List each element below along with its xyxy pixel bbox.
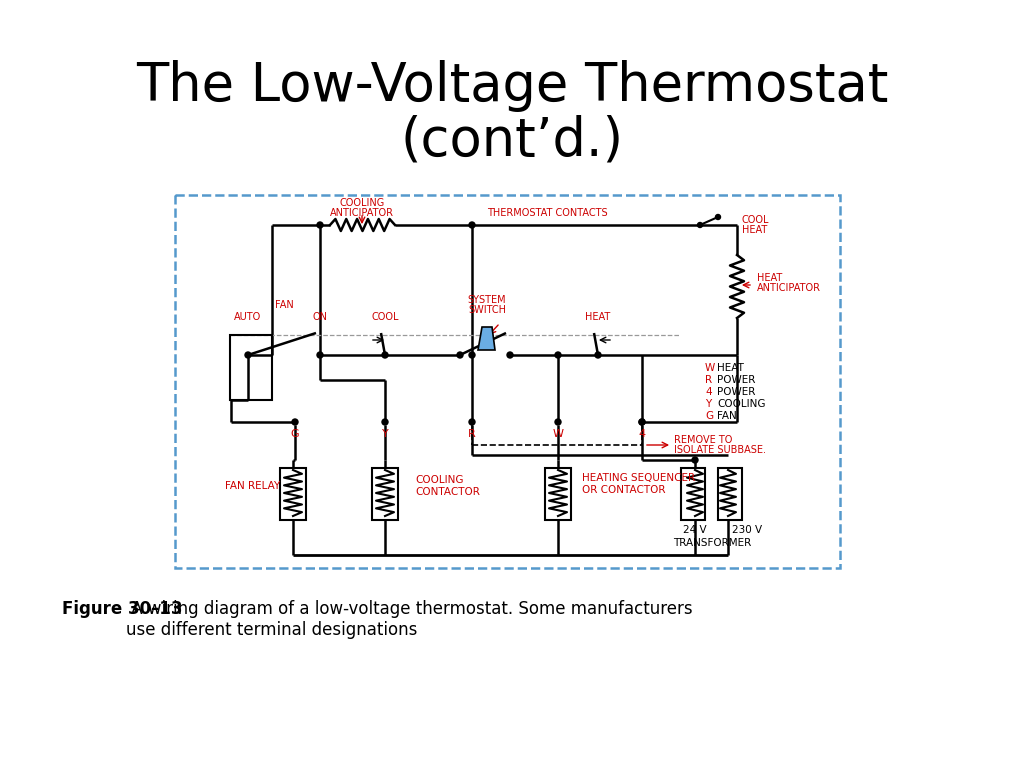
Bar — [230, 335, 272, 400]
Bar — [372, 468, 398, 520]
Text: ON: ON — [312, 312, 328, 322]
Circle shape — [697, 223, 702, 227]
Bar — [175, 195, 840, 568]
Text: FAN: FAN — [717, 411, 736, 421]
Text: COOL: COOL — [372, 312, 398, 322]
Text: R: R — [468, 429, 476, 439]
Text: ANTICIPATOR: ANTICIPATOR — [330, 208, 394, 218]
Text: Y: Y — [382, 429, 388, 439]
Circle shape — [245, 352, 251, 358]
Text: CONTACTOR: CONTACTOR — [415, 487, 480, 497]
Circle shape — [716, 214, 721, 220]
Text: AUTO: AUTO — [234, 312, 261, 322]
Circle shape — [595, 352, 601, 358]
Text: 24 V: 24 V — [683, 525, 707, 535]
Text: 4: 4 — [705, 387, 712, 397]
Bar — [718, 468, 742, 520]
Text: (cont’d.): (cont’d.) — [400, 115, 624, 167]
Text: A wiring diagram of a low-voltage thermostat. Some manufacturers
use different t: A wiring diagram of a low-voltage thermo… — [126, 600, 692, 639]
Text: SWITCH: SWITCH — [468, 305, 506, 315]
Circle shape — [507, 352, 513, 358]
Text: COOL: COOL — [742, 215, 769, 225]
Text: G: G — [291, 429, 299, 439]
Text: W: W — [705, 363, 715, 373]
Text: G: G — [705, 411, 713, 421]
Text: TRANSFORMER: TRANSFORMER — [673, 538, 752, 548]
Text: HEAT: HEAT — [717, 363, 743, 373]
Text: ANTICIPATOR: ANTICIPATOR — [757, 283, 821, 293]
Text: POWER: POWER — [717, 375, 756, 385]
Circle shape — [639, 419, 645, 425]
Text: REMOVE TO: REMOVE TO — [674, 435, 732, 445]
Text: 230 V: 230 V — [732, 525, 762, 535]
Circle shape — [555, 419, 561, 425]
Circle shape — [317, 222, 323, 228]
Circle shape — [469, 222, 475, 228]
Text: W: W — [553, 429, 563, 439]
Circle shape — [457, 352, 463, 358]
Circle shape — [639, 419, 645, 425]
Text: COOLING: COOLING — [717, 399, 766, 409]
Text: COOLING: COOLING — [339, 198, 385, 208]
Bar — [545, 468, 571, 520]
Text: THERMOSTAT CONTACTS: THERMOSTAT CONTACTS — [486, 208, 607, 218]
Text: R: R — [705, 375, 712, 385]
Polygon shape — [478, 327, 495, 350]
Text: The Low-Voltage Thermostat: The Low-Voltage Thermostat — [136, 60, 888, 112]
Circle shape — [382, 419, 388, 425]
Circle shape — [469, 419, 475, 425]
Text: FAN RELAY: FAN RELAY — [225, 481, 281, 491]
Text: OR CONTACTOR: OR CONTACTOR — [582, 485, 666, 495]
Text: HEAT: HEAT — [757, 273, 782, 283]
Text: FAN: FAN — [274, 300, 293, 310]
Circle shape — [692, 457, 698, 463]
Bar — [681, 468, 705, 520]
Circle shape — [292, 419, 298, 425]
Circle shape — [317, 352, 323, 358]
Text: 4: 4 — [638, 429, 645, 439]
Bar — [280, 468, 306, 520]
Text: HEAT: HEAT — [586, 312, 610, 322]
Text: Figure 30–13: Figure 30–13 — [62, 600, 182, 618]
Text: HEAT: HEAT — [742, 225, 767, 235]
Text: POWER: POWER — [717, 387, 756, 397]
Circle shape — [382, 352, 388, 358]
Text: ISOLATE SUBBASE.: ISOLATE SUBBASE. — [674, 445, 766, 455]
Text: COOLING: COOLING — [415, 475, 464, 485]
Text: HEATING SEQUENCER: HEATING SEQUENCER — [582, 473, 695, 483]
Text: SYSTEM: SYSTEM — [468, 295, 506, 305]
Circle shape — [469, 352, 475, 358]
Circle shape — [555, 352, 561, 358]
Text: Y: Y — [705, 399, 712, 409]
